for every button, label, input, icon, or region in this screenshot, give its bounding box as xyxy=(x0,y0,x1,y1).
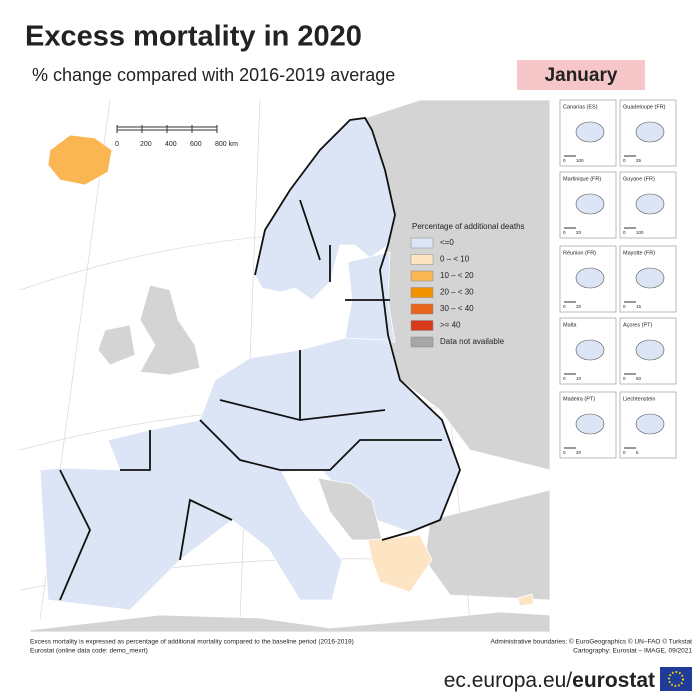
url: ec.europa.eu/eurostat xyxy=(444,669,655,692)
inset-scale-label: 15 xyxy=(636,304,642,309)
inset-land xyxy=(575,267,605,289)
legend-label: 0 – < 10 xyxy=(440,255,470,264)
inset-scale-label: 0 xyxy=(563,304,566,309)
inset-scale-label: 0 xyxy=(623,304,626,309)
inset-scale-label: 0 xyxy=(563,158,566,163)
legend-swatch xyxy=(410,270,434,282)
inset-land xyxy=(575,339,605,361)
url-brand: eurostat xyxy=(572,669,655,692)
scale-label: 600 xyxy=(190,141,202,148)
inset-name: Canarias (ES) xyxy=(563,104,598,110)
legend-swatch xyxy=(410,254,434,265)
inset-name: Malta xyxy=(563,322,577,328)
inset-scale-label: 5 xyxy=(636,450,639,455)
base-map xyxy=(29,99,551,633)
great-britain xyxy=(139,284,201,376)
month-box xyxy=(517,60,645,90)
inset-name: Martinique (FR) xyxy=(563,176,601,182)
inset-scale-label: 100 xyxy=(576,158,584,163)
ireland xyxy=(97,324,136,366)
scale-label: 400 xyxy=(165,141,177,148)
inset-land xyxy=(575,193,605,215)
legend-label: >= 40 xyxy=(440,321,461,330)
greece xyxy=(367,534,433,593)
inset-name: Réunion (FR) xyxy=(563,250,596,256)
legend-swatch xyxy=(410,287,434,298)
inset-scale-label: 0 xyxy=(623,230,626,235)
legend-swatch xyxy=(410,237,434,249)
inset-scale-label: 10 xyxy=(576,376,582,381)
legend-label: 30 – < 40 xyxy=(440,304,474,313)
inset-land xyxy=(635,193,665,215)
source: Eurostat (online data code: demo_mexrt) xyxy=(30,648,148,655)
legend-swatch xyxy=(410,336,434,348)
legend-label: 20 – < 30 xyxy=(440,288,474,297)
legend-label: Data not available xyxy=(440,337,505,346)
legend-title: Percentage of additional deaths xyxy=(412,222,525,231)
inset-scale-label: 20 xyxy=(576,450,582,455)
inset-land xyxy=(635,267,665,289)
inset-scale-label: 0 xyxy=(623,376,626,381)
africa xyxy=(29,611,551,633)
inset-scale-label: 50 xyxy=(636,376,642,381)
cartography: Cartography: Eurostat – IMAGE, 09/2021 xyxy=(573,648,692,655)
cyprus xyxy=(517,593,535,607)
inset-scale-label: 20 xyxy=(576,304,582,309)
inset-scale-label: 0 xyxy=(623,450,626,455)
inset-scale-label: 100 xyxy=(636,230,644,235)
inset-scale-label: 0 xyxy=(563,450,566,455)
footnote: Excess mortality is expressed as percent… xyxy=(30,639,354,646)
inset-scale-label: 0 xyxy=(563,376,566,381)
month: January xyxy=(545,65,618,86)
inset-name: Madeira (PT) xyxy=(563,396,595,402)
inset-name: Mayotte (FR) xyxy=(623,250,655,256)
inset-name: Guyane (FR) xyxy=(623,176,655,182)
url-domain: ec.europa.eu/ xyxy=(444,669,573,692)
inset-land xyxy=(575,121,605,143)
eu-outer-border xyxy=(254,117,461,541)
title: Excess mortality in 2020 xyxy=(25,21,362,53)
legend-swatch xyxy=(410,320,434,331)
scale-label: 0 xyxy=(115,141,119,148)
inset-name: Liechtenstein xyxy=(623,396,655,402)
inset-scale-label: 0 xyxy=(563,230,566,235)
inset-name: Açores (PT) xyxy=(623,322,653,328)
inset-land xyxy=(635,413,665,435)
boundaries: Administrative boundaries: © EuroGeograp… xyxy=(490,638,692,646)
legend-swatch xyxy=(410,303,434,315)
inset-land xyxy=(635,339,665,361)
inset-scale-label: 20 xyxy=(576,230,582,235)
inset-land xyxy=(575,413,605,435)
inset-land xyxy=(635,121,665,143)
legend-label: 10 – < 20 xyxy=(440,271,474,280)
country-borders xyxy=(59,199,442,601)
inset-name: Guadeloupe (FR) xyxy=(623,104,666,110)
inset-scale-label: 0 xyxy=(623,158,626,163)
eu-flag xyxy=(660,667,692,691)
scale-label: 200 xyxy=(140,141,152,148)
legend-label: <=0 xyxy=(440,238,454,247)
scale-label: 800 km xyxy=(215,141,238,148)
subtitle: % change compared with 2016-2019 average xyxy=(32,65,395,85)
iceland xyxy=(47,134,113,186)
inset-scale-label: 25 xyxy=(636,158,642,163)
